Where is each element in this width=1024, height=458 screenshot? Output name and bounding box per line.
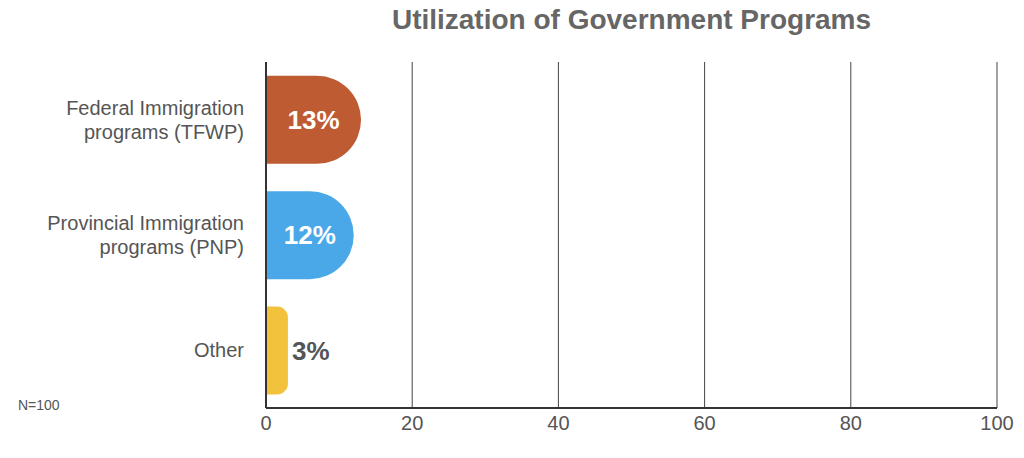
svg-text:20: 20 (401, 412, 423, 434)
svg-text:80: 80 (840, 412, 862, 434)
svg-text:Other: Other (194, 339, 244, 361)
svg-text:0: 0 (260, 412, 271, 434)
svg-text:Federal Immigrationprograms (T: Federal Immigrationprograms (TFWP) (66, 97, 244, 143)
html-text:N=100: N=100 (18, 397, 60, 413)
html-text:Utilization of Government Prog: Utilization of Government Programs (391, 4, 872, 35)
svg-text:60: 60 (693, 412, 715, 434)
svg-text:12%: 12% (284, 220, 336, 250)
svg-text:Provincial Immigrationprograms: Provincial Immigrationprograms (PNP) (47, 212, 244, 258)
svg-text:40: 40 (547, 412, 569, 434)
svg-text:13%: 13% (287, 105, 339, 135)
svg-text:100: 100 (980, 412, 1013, 434)
svg-text:3%: 3% (292, 336, 330, 366)
